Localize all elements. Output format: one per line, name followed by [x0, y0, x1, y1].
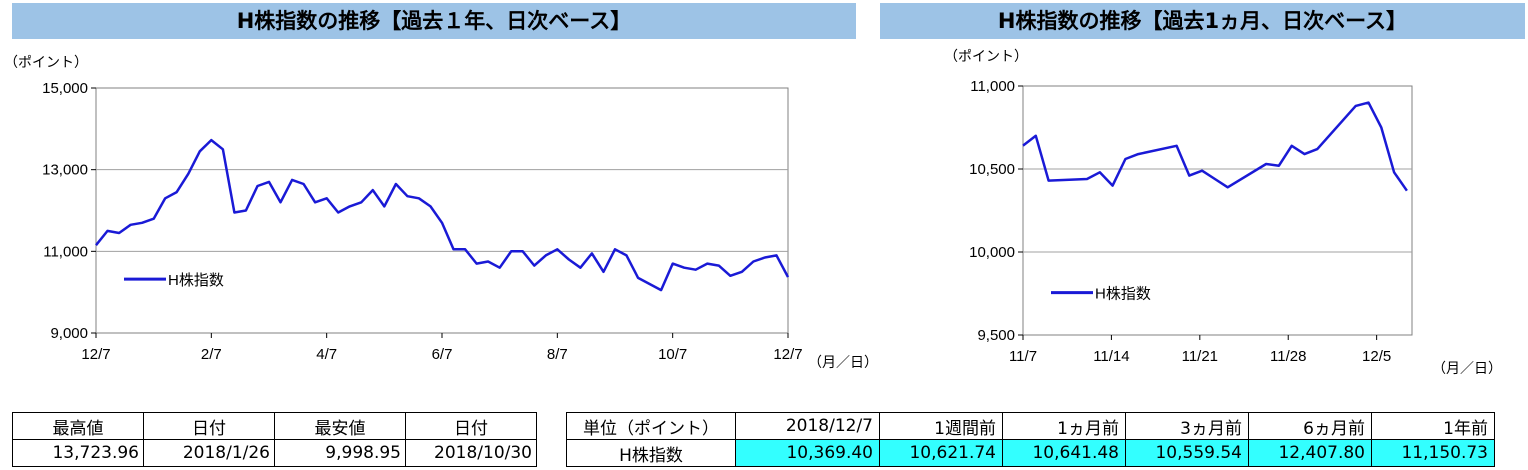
right-x-tick-label: 11/28: [1270, 348, 1306, 365]
right-y-unit: （ポイント）: [944, 49, 1028, 65]
left-y-unit: （ポイント）: [4, 55, 88, 71]
left-line-chart: 9,000 11,000 13,000 15,000 12/7 2/7 4/7 6/7 8/7 1…: [42, 80, 802, 363]
left-series-line: [95, 138, 790, 292]
left-chart-title: H株指数の推移【過去１年、日次ベース】: [12, 3, 856, 39]
right-series-line: [1022, 101, 1408, 192]
row-label: H株指数: [566, 439, 736, 467]
header-high-date: 日付: [143, 412, 275, 440]
right-x-tick-label: 12/5: [1362, 348, 1391, 365]
left-x-tick-label: 4/7: [316, 346, 337, 363]
low-date: 2018/10/30: [405, 439, 537, 467]
right-x-unit: （月／日）: [1432, 361, 1502, 377]
value-6m: 12,407.80: [1248, 439, 1372, 467]
high-value: 13,723.96: [12, 439, 144, 467]
right-y-tick-label: 11,000: [970, 78, 1015, 95]
left-plot-area: [95, 87, 789, 334]
left-x-tick-label: 12/7: [773, 346, 802, 363]
header-low-date: 日付: [405, 412, 537, 440]
right-plot-area: [1022, 85, 1413, 336]
header-high: 最高値: [12, 412, 144, 440]
value-1y: 11,150.73: [1371, 439, 1495, 467]
left-x-unit: （月／日）: [808, 355, 878, 371]
value-1w: 10,621.74: [879, 439, 1003, 467]
high-low-table: 最高値 日付 最安値 日付 13,723.96 2018/1/26 9,998.…: [12, 412, 537, 467]
header-1y: 1年前: [1371, 412, 1495, 440]
high-low-header-row: 最高値 日付 最安値 日付: [12, 412, 537, 440]
period-value-row: H株指数 10,369.40 10,621.74 10,641.48 10,55…: [566, 439, 1495, 467]
right-x-tick-label: 11/14: [1093, 348, 1129, 365]
period-change-table: 単位（ポイント） 2018/12/7 1週間前 1ヵ月前 3ヵ月前 6ヵ月前 1…: [566, 412, 1495, 467]
value-1m: 10,641.48: [1002, 439, 1126, 467]
right-legend-label: H株指数: [1095, 286, 1151, 303]
high-date: 2018/1/26: [143, 439, 275, 467]
right-line-chart: 9,500 10,000 10,500 11,000 11/7 11/14 11/21 11/…: [969, 78, 1413, 365]
header-low: 最安値: [274, 412, 406, 440]
low-value: 9,998.95: [274, 439, 406, 467]
value-3m: 10,559.54: [1125, 439, 1249, 467]
right-y-tick-label: 10,000: [969, 244, 1015, 261]
header-current: 2018/12/7: [735, 412, 880, 440]
left-x-tick-label: 6/7: [432, 346, 453, 363]
right-y-tick-label: 10,500: [969, 161, 1015, 178]
right-x-tick-label: 11/7: [1009, 348, 1037, 365]
header-unit: 単位（ポイント）: [566, 412, 736, 440]
value-current: 10,369.40: [735, 439, 880, 467]
right-y-tick-label: 9,500: [977, 327, 1015, 344]
left-y-tick-label: 13,000: [42, 162, 88, 179]
high-low-value-row: 13,723.96 2018/1/26 9,998.95 2018/10/30: [12, 439, 537, 467]
left-x-tick-label: 10/7: [658, 346, 687, 363]
header-6m: 6ヵ月前: [1248, 412, 1372, 440]
header-1m: 1ヵ月前: [1002, 412, 1126, 440]
left-y-tick-label: 15,000: [42, 80, 88, 97]
header-1w: 1週間前: [879, 412, 1003, 440]
left-y-tick-label: 9,000: [50, 325, 88, 342]
period-header-row: 単位（ポイント） 2018/12/7 1週間前 1ヵ月前 3ヵ月前 6ヵ月前 1…: [566, 412, 1495, 440]
left-x-tick-label: 8/7: [547, 346, 568, 363]
left-x-tick-label: 12/7: [81, 346, 110, 363]
left-x-tick-label: 2/7: [201, 346, 222, 363]
left-legend-label: H株指数: [168, 272, 224, 289]
header-3m: 3ヵ月前: [1125, 412, 1249, 440]
right-chart-title: H株指数の推移【過去1ヵ月、日次ベース】: [880, 3, 1525, 39]
left-y-tick-label: 11,000: [43, 243, 88, 260]
right-x-tick-label: 11/21: [1182, 348, 1218, 365]
